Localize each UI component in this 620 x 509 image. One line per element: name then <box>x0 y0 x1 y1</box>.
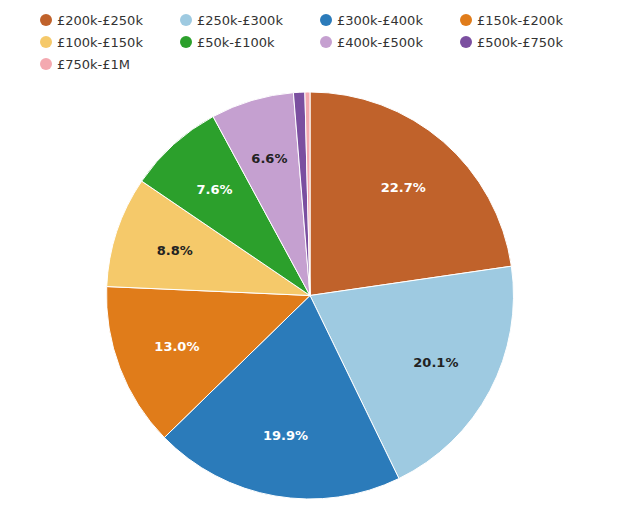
legend-label: £150k-£200k <box>477 13 563 28</box>
legend-label: £750k-£1M <box>57 57 130 72</box>
data-label: 19.9% <box>263 428 308 443</box>
data-label: 6.6% <box>251 151 287 166</box>
legend-swatch <box>40 58 52 70</box>
chart: £200k-£250k £250k-£300k £300k-£400k £150k-£… <box>0 0 620 509</box>
legend-label: £200k-£250k <box>57 13 143 28</box>
legend-label: £250k-£300k <box>197 13 283 28</box>
slices <box>107 92 514 499</box>
slice <box>305 92 310 296</box>
legend: £200k-£250k £250k-£300k £300k-£400k £150k-£… <box>40 13 563 72</box>
data-label: 20.1% <box>413 355 458 370</box>
legend-swatch <box>40 36 52 48</box>
slice <box>310 92 511 296</box>
slice <box>107 287 311 438</box>
legend-swatch <box>320 14 332 26</box>
slice <box>293 92 310 295</box>
data-labels: 22.7% 20.1% 19.9% 13.0% 8.8% 7.6% 6.6% <box>154 151 458 443</box>
legend-swatch <box>460 14 472 26</box>
legend-swatch <box>460 36 472 48</box>
legend-swatch <box>40 14 52 26</box>
data-label: 22.7% <box>381 180 426 195</box>
legend-label: £50k-£100k <box>197 35 275 50</box>
legend-label: £300k-£400k <box>337 13 423 28</box>
data-label: 7.6% <box>196 182 232 197</box>
legend-label: £400k-£500k <box>337 35 423 50</box>
legend-swatch <box>180 36 192 48</box>
data-label: 13.0% <box>154 339 199 354</box>
legend-label: £500k-£750k <box>477 35 563 50</box>
data-label: 8.8% <box>157 243 193 258</box>
chart-container: £200k-£250k £250k-£300k £300k-£400k £150k-£… <box>0 0 620 509</box>
legend-swatch <box>320 36 332 48</box>
legend-label: £100k-£150k <box>57 35 143 50</box>
legend-swatch <box>180 14 192 26</box>
